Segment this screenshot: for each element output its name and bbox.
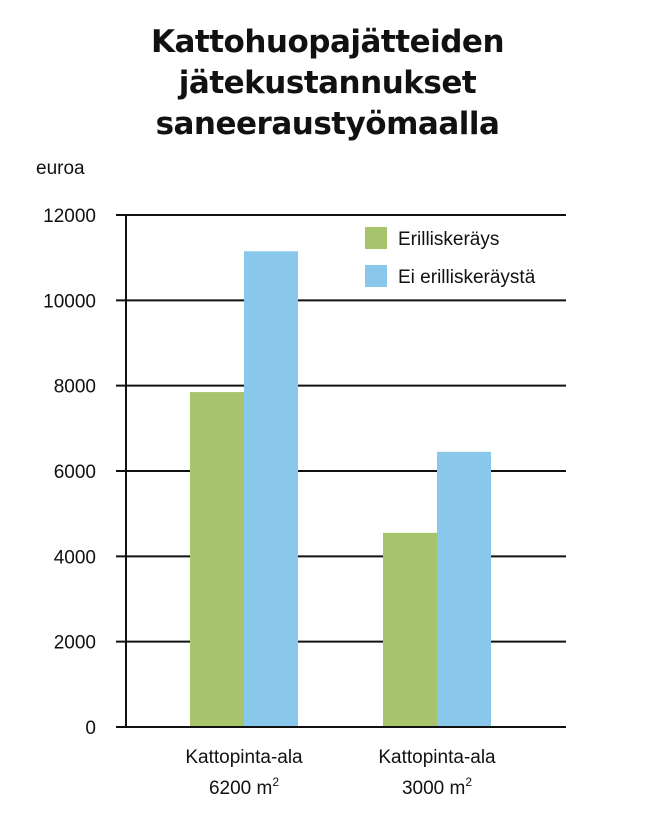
legend-swatch (365, 265, 387, 287)
chart-title: Kattohuopajätteiden jätekustannukset san… (0, 22, 655, 145)
legend: Erilliskeräys Ei erilliskeräystä (365, 227, 536, 288)
y-tick-label: 12000 (43, 206, 96, 227)
y-axis-ticks: 0 2000 4000 6000 8000 10000 12000 (43, 206, 96, 739)
x-category-label: Kattopinta-ala (378, 747, 496, 768)
legend-label: Ei erilliskeräystä (398, 267, 536, 288)
x-category-label: Kattopinta-ala (185, 747, 303, 768)
x-axis-categories: Kattopinta-ala 6200 m2 Kattopinta-ala 3000 … (185, 747, 496, 799)
bar (190, 392, 244, 726)
y-tick-label: 2000 (54, 633, 96, 654)
y-tick-label: 0 (85, 718, 96, 739)
y-tick-label: 6000 (54, 462, 96, 483)
legend-label: Erilliskeräys (398, 229, 499, 250)
x-category-sublabel: 6200 m2 (209, 775, 279, 799)
y-axis-unit-label: euroa (36, 158, 85, 179)
bars (190, 251, 491, 726)
y-tick-label: 4000 (54, 547, 96, 568)
chart-title-line-1: Kattohuopajätteiden (150, 24, 505, 60)
bar (383, 532, 437, 726)
y-tick-label: 10000 (43, 291, 96, 312)
gridlines (116, 214, 566, 728)
y-tick-label: 8000 (54, 377, 96, 398)
bar (437, 451, 491, 726)
bar (244, 251, 298, 726)
chart-title-line-3: saneeraustyömaalla (155, 106, 500, 142)
chart-title-line-2: jätekustannukset (178, 65, 477, 101)
x-category-sublabel: 3000 m2 (402, 775, 472, 799)
legend-swatch (365, 227, 387, 249)
